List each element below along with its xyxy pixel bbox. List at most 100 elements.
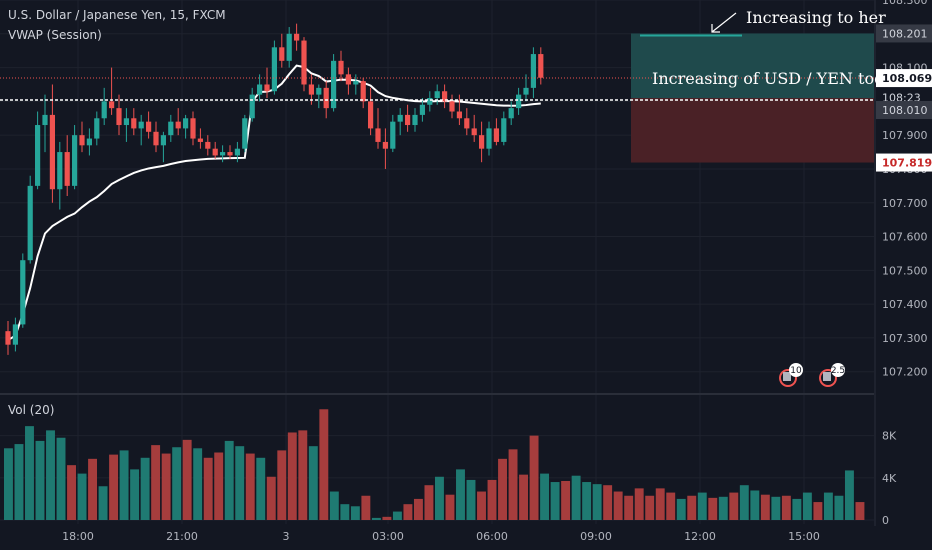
price-tick-label: 107.500 [882,264,928,277]
volume-bar [445,494,455,520]
candles-group [5,23,544,355]
time-tick-label: 21:00 [166,530,198,543]
volume-bar [67,465,76,520]
candle-body [338,60,344,75]
price-tick-label: 107.400 [882,298,928,311]
vwap-legend: VWAP (Session) [8,28,102,42]
candle-body [449,101,455,112]
candle-body [345,74,351,85]
price-tick-label: 107.300 [882,332,928,345]
volume-bar [130,469,140,520]
price-axis[interactable]: 107.200 107.300 107.400 107.500 107.600 107.7… [882,0,928,379]
candle-body [212,148,218,156]
candle-body [294,33,300,41]
volume-bar [35,440,45,520]
volume-bar [813,502,823,520]
volume-bar [266,476,276,520]
volume-bar [771,496,781,520]
volume-bar [151,445,161,520]
event-badge[interactable]: 2.5 [819,363,845,387]
volume-bar [119,450,129,520]
time-tick-label: 15:00 [788,530,820,543]
volume-bar [687,495,697,520]
volume-tick-label: 4K [882,472,897,485]
time-tick-label: 09:00 [580,530,612,543]
candle-body [464,118,470,129]
volume-bar [298,430,308,520]
candle-body [530,54,536,88]
volume-bar [371,517,381,520]
candle-body [434,91,440,98]
candle-body [146,121,152,132]
candle-body [249,94,255,119]
volume-bar [487,479,497,520]
candle-body [20,260,26,325]
volume-bar [613,491,623,520]
candle-body [131,118,137,129]
event-badge-count-bg [831,363,845,377]
volume-bar [571,475,581,520]
time-axis[interactable]: 18:00 21:00 3 03:00 06:00 09:00 12:00 15:00 [62,530,820,543]
volume-bar [182,439,192,520]
price-label-text: 108.010 [882,104,928,117]
volume-bar [287,432,297,520]
arrow-shaft [711,12,737,33]
event-badge[interactable]: 10 [779,363,803,387]
candle-body [160,135,166,146]
volume-bar [624,495,634,520]
volume-bar [435,476,444,520]
target-zone[interactable] [631,33,874,99]
time-tick-label: 12:00 [684,530,716,543]
volume-bar [203,457,213,520]
candle-body [109,101,115,109]
volume-bar [750,490,760,520]
candle-body [382,141,388,149]
candle-body [234,148,240,156]
event-badges[interactable]: 10 2.5 [779,363,845,387]
candle-body [493,128,499,142]
candle-body [101,101,107,119]
candle-body [368,101,374,129]
volume-axis[interactable]: 0 4K 8K [882,430,897,527]
volume-bar [634,488,644,520]
zone-annotation-text[interactable]: Increasing of USD / YEN tod [652,69,885,88]
candle-body [427,98,433,105]
candle-body [42,114,48,126]
arrow-annotation-text[interactable]: Increasing to her [746,8,886,27]
candle-body [227,152,233,156]
candle-body [508,108,514,119]
price-tick-label: 107.600 [882,231,928,244]
event-badge-icon [823,372,831,381]
event-badge-icon [783,372,791,381]
time-tick-label: 06:00 [476,530,508,543]
volume-bar [540,473,550,520]
volume-bar [172,447,182,520]
price-label-text: 108.201 [882,27,928,40]
candle-body [264,84,270,92]
candle-body [205,141,211,149]
stop-zone[interactable] [631,98,874,163]
event-badge-count: 10 [790,366,802,376]
volume-bar [729,492,739,520]
volume-bar [193,448,203,520]
volume-bar [592,484,602,520]
candle-body [94,118,100,139]
volume-bar [802,492,812,520]
candle-body [175,121,181,129]
volume-bar [603,485,613,520]
price-label-bg [876,101,932,119]
volume-bar [855,502,865,520]
volume-tick-label: 8K [882,430,897,443]
volume-bar [550,482,560,520]
candle-body [197,138,203,142]
price-label-bg [876,153,932,172]
volume-bar [235,446,245,520]
volume-bar [98,486,108,520]
volume-bar [697,492,707,520]
volume-bar [46,430,55,520]
volume-bar [350,506,360,520]
candle-body [27,185,33,261]
candle-body [12,324,18,345]
